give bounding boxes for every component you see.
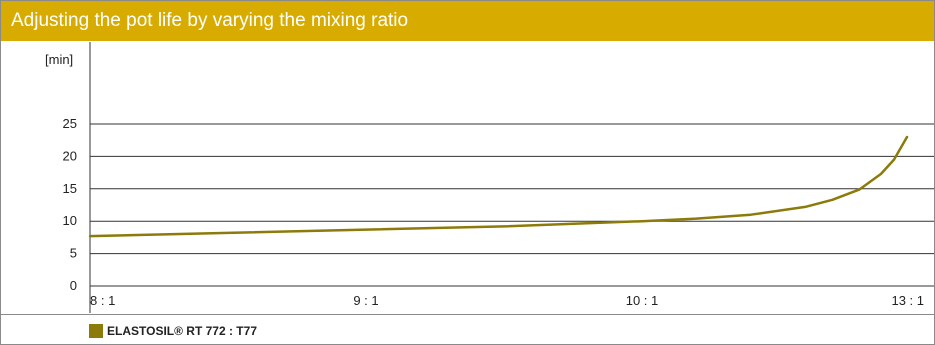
- x-tick-label-3: 13 : 1: [891, 293, 924, 308]
- y-axis-label: [min]: [45, 52, 73, 67]
- y-tick-label-15: 15: [63, 181, 77, 196]
- x-tick-label-0: 8 : 1: [90, 293, 115, 308]
- plot-area-frame: [1, 41, 934, 315]
- title-bar: Adjusting the pot life by varying the mi…: [1, 1, 934, 41]
- x-tick-label-2: 10 : 1: [626, 293, 659, 308]
- y-tick-label-0: 0: [70, 278, 77, 293]
- y-tick-label-20: 20: [63, 148, 77, 163]
- legend-swatch: [89, 324, 103, 338]
- y-tick-label-5: 5: [70, 246, 77, 261]
- y-tick-label-25: 25: [63, 116, 77, 131]
- chart-title: Adjusting the pot life by varying the mi…: [11, 10, 409, 31]
- x-tick-label-1: 9 : 1: [353, 293, 378, 308]
- legend-label: ELASTOSIL® RT 772 : T77: [107, 324, 257, 338]
- y-tick-label-10: 10: [63, 213, 77, 228]
- series-line-elastosil: [88, 135, 909, 238]
